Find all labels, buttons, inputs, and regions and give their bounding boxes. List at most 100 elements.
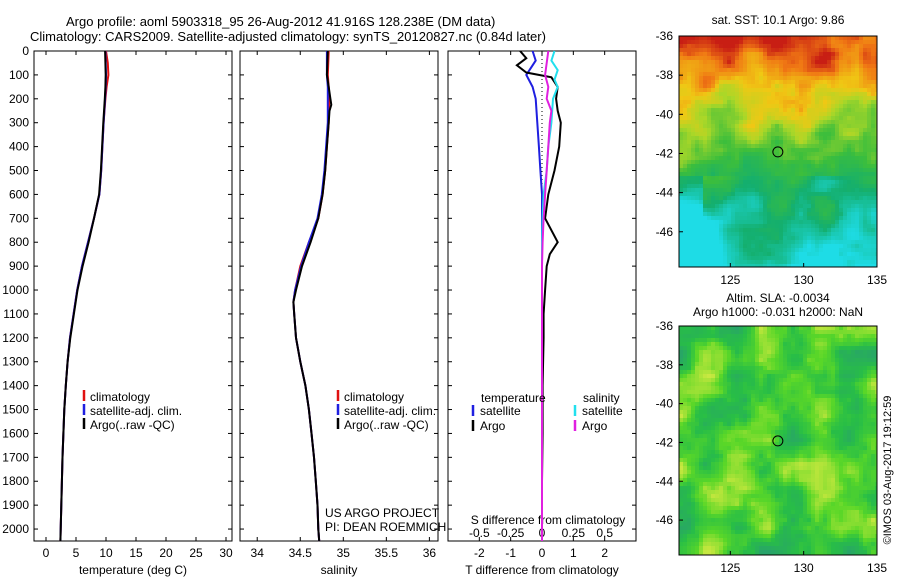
- map-cell: [763, 180, 768, 185]
- map-cell: [771, 112, 776, 117]
- map-cell: [855, 136, 860, 141]
- map-cell: [743, 192, 748, 197]
- map-cell: [863, 450, 868, 455]
- map-cell: [863, 204, 868, 209]
- map-cell: [783, 450, 788, 455]
- map-cell: [775, 52, 780, 57]
- map-cell: [707, 386, 712, 391]
- map-cell: [851, 96, 856, 101]
- map-cell: [859, 148, 864, 153]
- map-cell: [863, 370, 868, 375]
- map-cell: [783, 236, 788, 241]
- map-cell: [755, 168, 760, 173]
- map-cell: [691, 240, 696, 245]
- map-cell: [683, 72, 688, 77]
- map-cell: [843, 156, 848, 161]
- map-cell: [819, 374, 824, 379]
- map-cell: [859, 156, 864, 161]
- map-cell: [847, 72, 852, 77]
- map-cell: [683, 108, 688, 113]
- map-cell: [743, 92, 748, 97]
- map-cell: [819, 442, 824, 447]
- map-cell: [743, 462, 748, 467]
- map-cell: [827, 406, 832, 411]
- map-cell: [791, 466, 796, 471]
- map-cell: [839, 68, 844, 73]
- map-cell: [719, 466, 724, 471]
- map-cell: [739, 422, 744, 427]
- map-cell: [771, 358, 776, 363]
- map-cell: [811, 44, 816, 49]
- map-cell: [707, 362, 712, 367]
- map-cell: [775, 36, 780, 41]
- map-cell: [787, 104, 792, 109]
- map-cell: [795, 256, 800, 261]
- map-cell: [727, 354, 732, 359]
- map-cell: [727, 108, 732, 113]
- map-cell: [715, 116, 720, 121]
- map-cell: [855, 140, 860, 145]
- map-cell: [839, 128, 844, 133]
- map-cell: [831, 188, 836, 193]
- map-cell: [783, 220, 788, 225]
- map-cell: [799, 164, 804, 169]
- map-cell: [835, 36, 840, 41]
- map-cell: [759, 390, 764, 395]
- map-cell: [871, 442, 876, 447]
- map-cell: [715, 208, 720, 213]
- map-cell: [799, 92, 804, 97]
- map-cell: [707, 342, 712, 347]
- map-cell: [823, 204, 828, 209]
- map-cell: [815, 358, 820, 363]
- map-cell: [735, 152, 740, 157]
- map-cell: [863, 342, 868, 347]
- map-cell: [835, 112, 840, 117]
- map-cell: [739, 264, 744, 267]
- map-cell: [871, 72, 876, 77]
- map-cell: [687, 346, 692, 351]
- map-cell: [831, 144, 836, 149]
- map-cell: [855, 374, 860, 379]
- map-cell: [715, 418, 720, 423]
- map-cell: [839, 462, 844, 467]
- map-cell: [767, 462, 772, 467]
- map-cell: [711, 120, 716, 125]
- map-cell: [703, 362, 708, 367]
- map-cell: [851, 450, 856, 455]
- map-cell: [755, 434, 760, 439]
- map-cell: [731, 164, 736, 169]
- map-cell: [731, 212, 736, 217]
- map-cell: [815, 394, 820, 399]
- map-cell: [767, 156, 772, 161]
- map-cell: [863, 248, 868, 253]
- map-cell: [847, 264, 852, 267]
- map-cell: [819, 136, 824, 141]
- map-cell: [827, 236, 832, 241]
- map-cell: [731, 224, 736, 229]
- map-cell: [851, 402, 856, 407]
- map-cell: [867, 232, 872, 237]
- map-cell: [827, 394, 832, 399]
- map-cell: [743, 128, 748, 133]
- map-cell: [823, 88, 828, 93]
- map-cell: [827, 228, 832, 233]
- map-cell: [759, 236, 764, 241]
- map-cell: [863, 334, 868, 339]
- map-cell: [767, 100, 772, 105]
- map-cell: [787, 164, 792, 169]
- map-cell: [835, 256, 840, 261]
- map-cell: [747, 366, 752, 371]
- map-cell: [859, 160, 864, 165]
- map-cell: [791, 208, 796, 213]
- map-cell: [711, 248, 716, 253]
- map-cell: [755, 48, 760, 53]
- map-cell: [719, 132, 724, 137]
- map-cell: [803, 430, 808, 435]
- map-cell: [743, 338, 748, 343]
- map-cell: [799, 326, 804, 331]
- map-cell: [771, 430, 776, 435]
- map-cell: [683, 354, 688, 359]
- map-cell: [759, 334, 764, 339]
- map-cell: [867, 248, 872, 253]
- map-cell: [771, 172, 776, 177]
